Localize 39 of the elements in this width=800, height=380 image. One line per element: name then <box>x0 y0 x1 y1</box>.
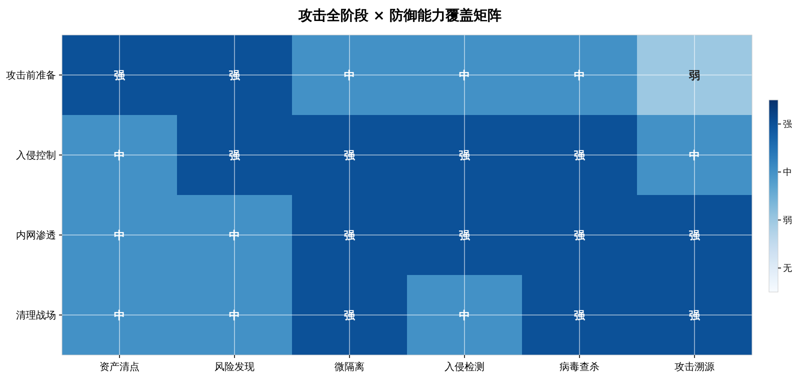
data-label: 强 <box>459 148 471 162</box>
y-tick-label: 入侵控制 <box>16 150 56 162</box>
data-label: 中 <box>114 308 125 322</box>
y-tick-label: 内网渗透 <box>16 230 56 242</box>
x-tick-label: 攻击溯源 <box>674 361 714 373</box>
color-bar-label: 中 <box>783 167 792 178</box>
data-label: 中 <box>344 68 355 82</box>
data-label: 弱 <box>688 68 700 82</box>
x-tick-label: 入侵检测 <box>444 361 484 373</box>
data-label: 强 <box>344 148 356 162</box>
color-bar-label: 弱 <box>783 215 792 226</box>
x-tick-label: 风险发现 <box>214 361 254 373</box>
y-tick-label: 攻击前准备 <box>6 70 56 82</box>
color-bar-label: 强 <box>783 119 792 130</box>
data-label: 中 <box>229 228 240 242</box>
data-label: 强 <box>689 308 701 322</box>
x-tick-label: 微隔离 <box>334 361 364 373</box>
x-tick-label: 资产清点 <box>100 361 140 373</box>
x-tick-label: 病毒查杀 <box>560 361 600 373</box>
data-label: 强 <box>574 308 586 322</box>
data-label: 中 <box>114 228 125 242</box>
data-label: 强 <box>344 228 356 242</box>
data-label: 中 <box>114 148 125 162</box>
data-label: 中 <box>574 68 585 82</box>
data-label: 强 <box>574 228 586 242</box>
data-label: 强 <box>574 148 586 162</box>
data-label: 中 <box>689 148 700 162</box>
chart-title: 攻击全阶段 × 防御能力覆盖矩阵 <box>297 7 502 24</box>
y-tick-label: 清理战场 <box>16 310 56 322</box>
data-label: 强 <box>229 68 241 82</box>
data-label: 强 <box>229 148 241 162</box>
data-label: 强 <box>114 68 126 82</box>
data-label: 中 <box>459 68 470 82</box>
data-label: 中 <box>229 308 240 322</box>
data-label: 强 <box>459 228 471 242</box>
data-label: 强 <box>344 308 356 322</box>
data-label: 中 <box>459 308 470 322</box>
data-label: 强 <box>689 228 701 242</box>
color-bar-label: 无 <box>783 264 792 274</box>
